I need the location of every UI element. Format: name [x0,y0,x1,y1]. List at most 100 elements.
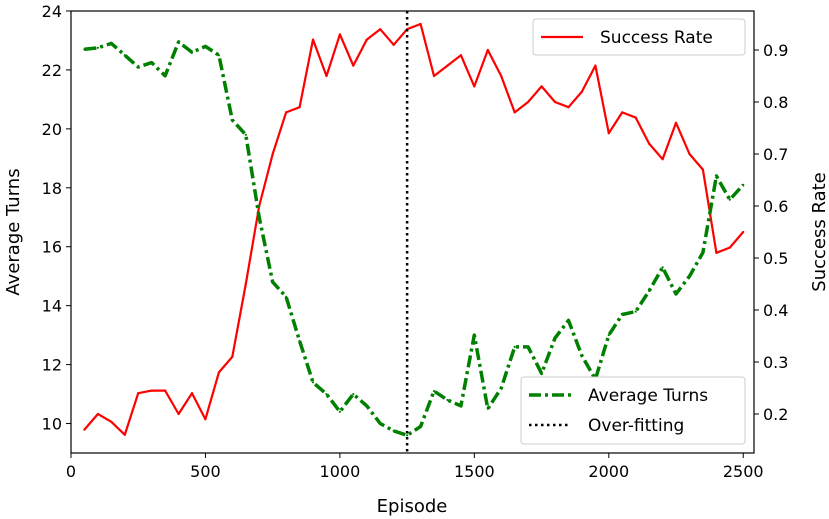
y-left-tick-label: 20 [42,120,62,139]
x-axis-label: Episode [377,496,448,517]
data-point-average-turns [567,319,570,322]
data-point-success-rate [715,251,718,254]
y-right-axis-ticks: 0.2 0.3 0.4 0.5 0.6 0.7 0.8 0.9 [754,41,788,424]
legend-label-average-turns: Average Turns [588,386,708,406]
plot-frame [70,10,755,454]
y-right-tick-label: 0.4 [763,301,788,320]
x-tick-label: 500 [190,462,221,481]
data-point-success-rate [190,392,194,395]
y-left-tick-label: 12 [42,356,62,375]
data-point-average-turns [137,65,140,69]
data-point-success-rate [701,168,705,171]
y-right-axis-label: Success Rate [809,172,829,291]
data-point-average-turns [634,310,637,313]
data-point-success-rate [311,38,315,41]
y-left-axis-ticks: 10 12 14 16 18 20 22 24 [42,2,71,434]
data-point-average-turns [110,42,113,45]
data-point-average-turns [459,404,462,407]
data-point-average-turns [285,295,288,298]
data-point-average-turns [325,393,328,396]
x-axis-ticks: 0 500 1000 1500 2000 2500 [66,453,764,481]
data-point-success-rate [352,64,355,67]
legend-bottom: Average Turns Over-fitting [520,376,746,445]
data-point-average-turns [365,404,368,407]
data-point-average-turns [715,174,718,178]
data-point-success-rate [392,43,395,46]
data-point-average-turns [742,183,745,186]
data-point-success-rate [244,282,247,286]
data-point-average-turns [217,54,220,57]
data-point-success-rate [137,392,140,395]
data-point-average-turns [621,313,624,316]
data-point-average-turns [540,372,543,375]
data-point-average-turns [688,275,691,278]
y-left-tick-label: 16 [42,238,62,257]
data-point-average-turns [258,216,261,219]
x-tick-label: 2000 [588,462,629,481]
data-point-success-rate [500,74,503,78]
data-point-average-turns [392,429,395,432]
data-point-average-turns [701,251,705,254]
data-point-average-turns [338,410,341,413]
data-point-success-rate [338,33,341,36]
data-point-average-turns [607,334,610,337]
data-point-average-turns [432,390,436,393]
legend-label-success-rate: Success Rate [600,28,713,48]
data-point-success-rate [150,389,153,392]
data-point-success-rate [607,132,610,135]
data-point-success-rate [164,389,167,392]
data-point-average-turns [728,198,731,201]
y-left-tick-label: 10 [42,415,62,434]
data-point-average-turns [244,133,247,136]
data-point-success-rate [110,420,113,423]
data-point-success-rate [217,371,220,374]
data-point-success-rate [540,85,543,88]
x-tick-label: 0 [66,462,76,481]
y-left-tick-label: 14 [42,297,62,316]
x-tick-label: 1000 [320,462,361,481]
data-point-success-rate [486,48,489,52]
data-point-average-turns [674,292,678,295]
data-point-success-rate [527,100,530,104]
data-point-success-rate [285,111,288,114]
data-point-success-rate [231,355,234,358]
data-point-success-rate [728,246,731,249]
data-point-success-rate [594,64,597,67]
data-point-average-turns [271,281,274,284]
data-point-success-rate [271,152,274,156]
data-point-success-rate [742,230,745,234]
data-point-success-rate [83,428,86,431]
data-point-success-rate [553,100,557,104]
y-right-tick-label: 0.6 [763,197,788,216]
series-line-success-rate [83,22,745,436]
data-point-average-turns [96,46,99,49]
data-point-average-turns [190,51,194,54]
legend-label-over-fitting: Over-fitting [588,416,684,436]
data-point-success-rate [446,64,449,67]
legend-box [532,18,746,56]
data-point-success-rate [674,121,678,124]
data-point-success-rate [513,111,516,114]
data-point-average-turns [164,74,167,77]
y-left-axis-label: Average Turns [3,168,24,295]
data-point-success-rate [419,22,422,26]
data-point-success-rate [473,85,476,88]
legend-box [520,376,746,445]
y-right-tick-label: 0.3 [763,353,788,372]
data-point-success-rate [648,142,651,145]
data-point-success-rate [688,152,691,156]
data-point-success-rate [459,54,462,57]
x-tick-label: 1500 [454,462,495,481]
data-point-success-rate [580,90,584,93]
data-point-average-turns [83,48,86,51]
data-point-average-turns [580,354,584,357]
y-left-tick-label: 24 [42,2,62,21]
data-point-success-rate [661,158,664,161]
data-point-success-rate [621,111,624,114]
data-point-success-rate [567,106,570,109]
data-point-success-rate [365,38,368,41]
legend-success-rate: Success Rate [532,18,746,56]
data-point-average-turns [298,339,301,343]
y-right-tick-label: 0.5 [763,249,788,268]
